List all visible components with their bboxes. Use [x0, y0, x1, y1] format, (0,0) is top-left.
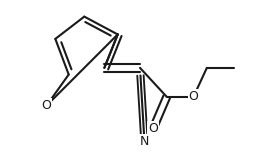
Text: O: O [188, 90, 199, 103]
Text: O: O [148, 122, 158, 134]
Text: N: N [140, 135, 149, 148]
Text: O: O [41, 99, 51, 112]
